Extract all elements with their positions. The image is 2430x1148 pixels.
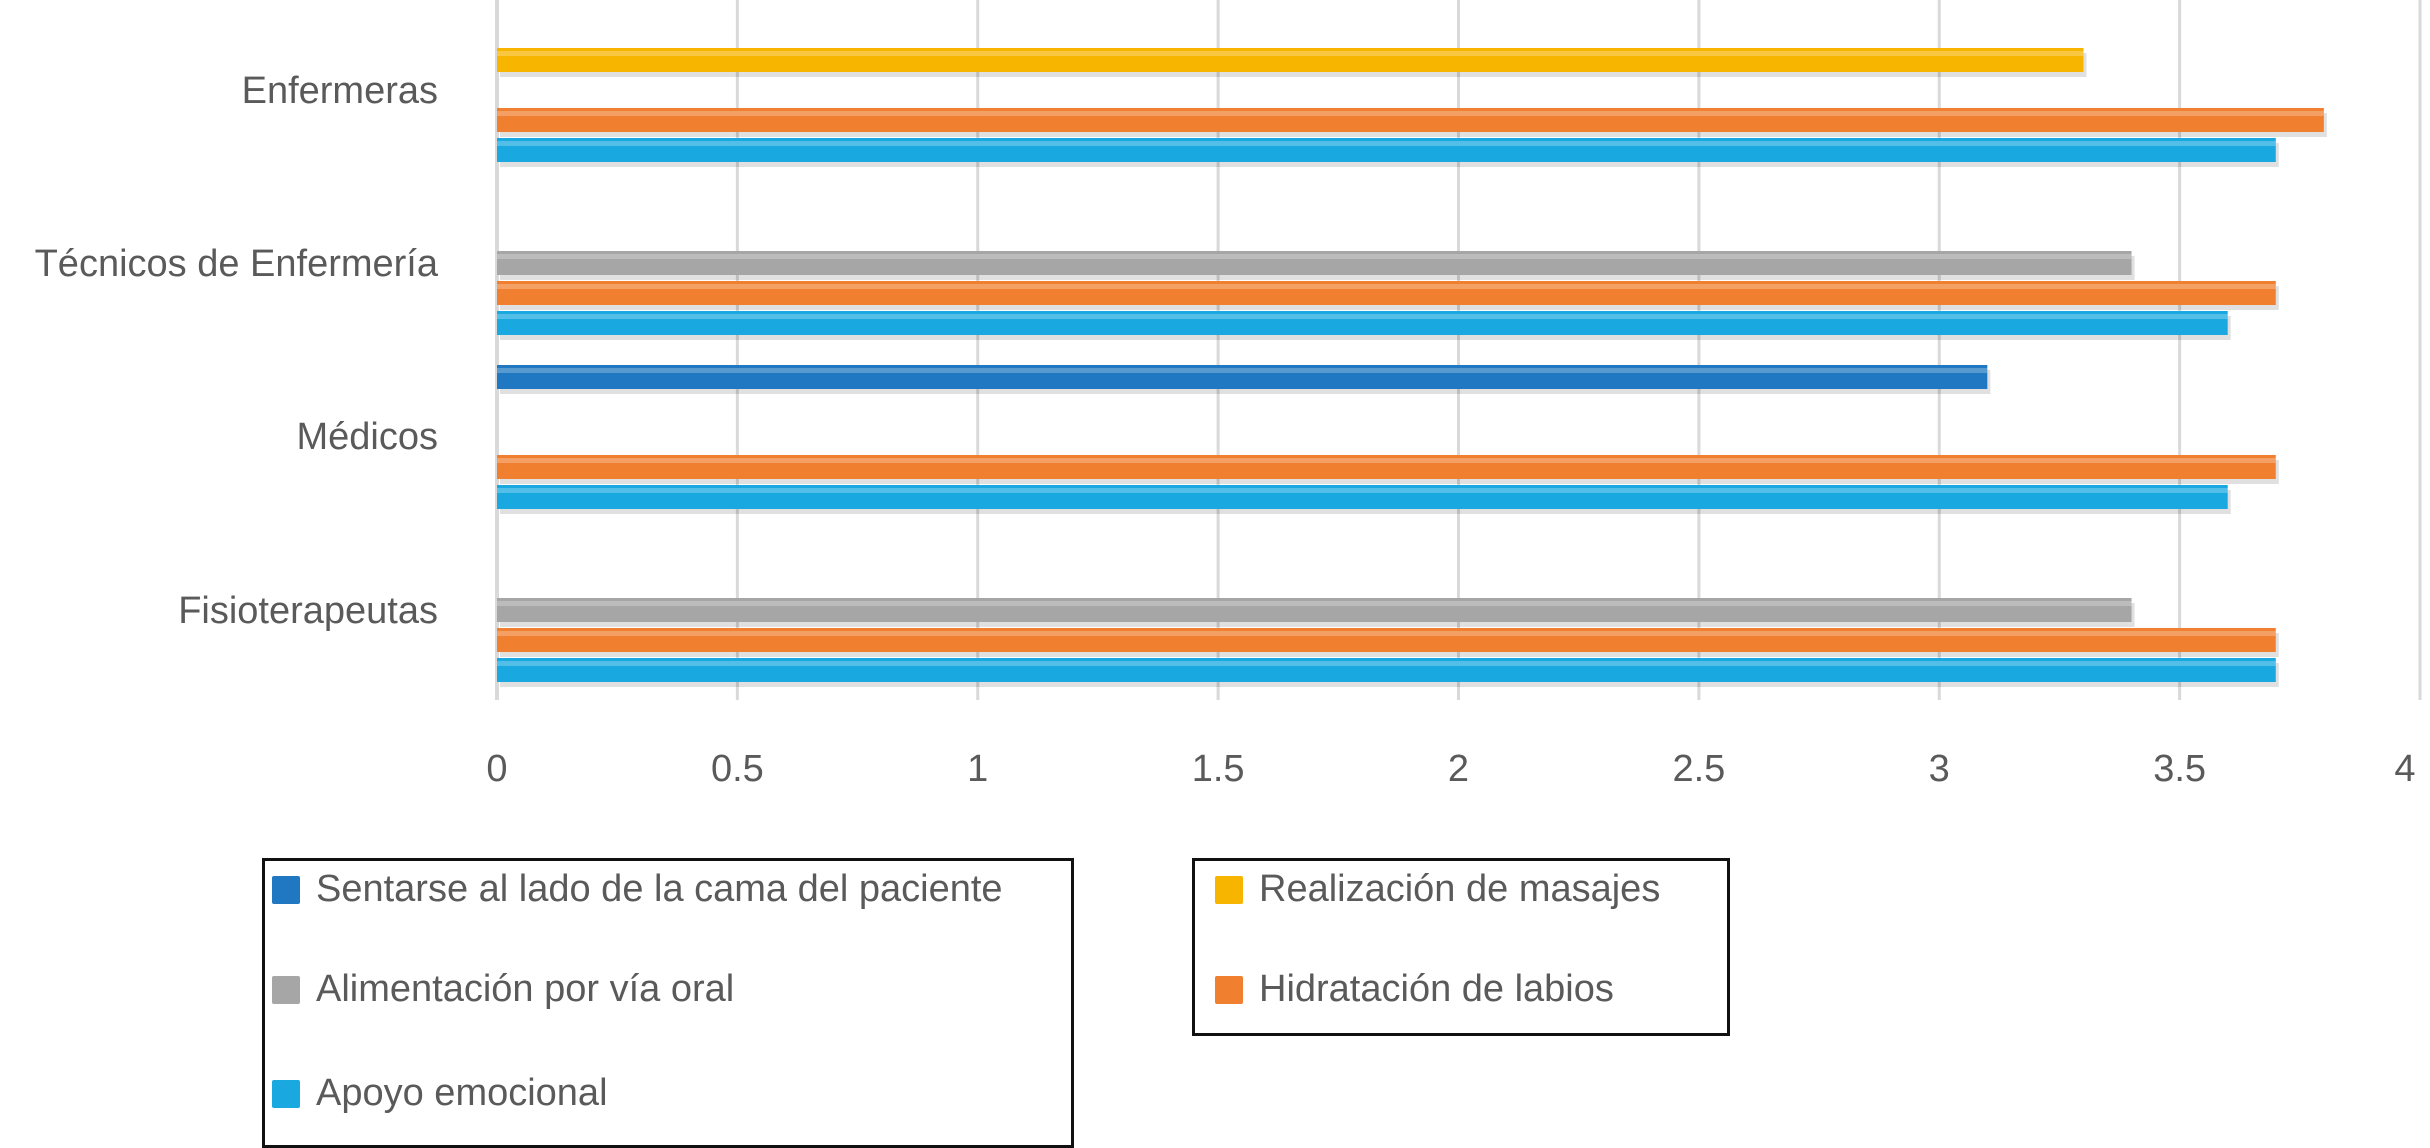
legend-swatch xyxy=(1215,975,1243,1004)
bar-highlight xyxy=(497,458,2276,463)
legend-item: Hidratación de labios xyxy=(1215,968,1614,1011)
x-tick-label: 1.5 xyxy=(1191,748,1245,790)
category-label: Técnicos de Enfermería xyxy=(34,243,438,285)
bar xyxy=(497,281,2276,305)
bar xyxy=(497,598,2132,622)
bar-highlight xyxy=(497,284,2276,289)
bar-1-2 xyxy=(497,251,2135,280)
legend-box-left xyxy=(262,858,1074,1148)
legend-item: Realización de masajes xyxy=(1215,868,1660,911)
x-tick-label: 3.5 xyxy=(2153,748,2207,790)
bar xyxy=(497,365,1988,389)
legend-item: Alimentación por vía oral xyxy=(272,968,734,1011)
legend-label: Apoyo emocional xyxy=(316,1072,608,1114)
bar-3-4 xyxy=(497,658,2279,687)
bar-highlight xyxy=(497,661,2276,666)
legend-label: Alimentación por vía oral xyxy=(316,968,735,1010)
category-label: Enfermeras xyxy=(241,70,438,112)
bar-highlight xyxy=(497,141,2276,146)
bar-highlight xyxy=(497,601,2132,606)
x-tick-label: 0 xyxy=(486,748,508,790)
bar-highlight xyxy=(497,631,2276,636)
x-tick-label: 0.5 xyxy=(710,748,764,790)
category-label: Fisioterapeutas xyxy=(178,590,438,632)
bar xyxy=(497,48,2084,72)
bar xyxy=(497,485,2228,509)
bar xyxy=(497,658,2276,682)
bar-highlight xyxy=(497,488,2228,493)
x-tick-label: 2 xyxy=(1447,748,1470,790)
category-label: Médicos xyxy=(296,416,439,458)
bar-0-3 xyxy=(497,108,2327,137)
legend-box-right xyxy=(1192,858,1730,1036)
bar xyxy=(497,251,2132,275)
bar-highlight xyxy=(497,111,2324,116)
legend-swatch xyxy=(272,975,300,1004)
bar-0-1 xyxy=(497,48,2087,77)
bar xyxy=(497,138,2276,162)
bar xyxy=(497,108,2324,132)
bar-2-0 xyxy=(497,365,1991,394)
legend-item: Apoyo emocional xyxy=(272,1072,608,1115)
bar xyxy=(497,311,2228,335)
bar-highlight xyxy=(497,368,1988,373)
x-tick-label: 1 xyxy=(967,748,989,790)
bar-1-4 xyxy=(497,311,2231,340)
bar-2-3 xyxy=(497,455,2279,484)
bar xyxy=(497,455,2276,479)
x-tick-label: 2.5 xyxy=(1672,748,1726,790)
bar-3-3 xyxy=(497,628,2279,657)
bar xyxy=(497,628,2276,652)
x-tick-label: 3 xyxy=(1928,748,1950,790)
legend-item: Sentarse al lado de la cama del paciente xyxy=(272,868,1003,911)
bar-0-4 xyxy=(497,138,2279,167)
bar-1-3 xyxy=(497,281,2279,310)
bar-highlight xyxy=(497,314,2228,319)
bar-highlight xyxy=(497,254,2132,259)
bar-highlight xyxy=(497,51,2084,56)
legend-label: Sentarse al lado de la cama del paciente xyxy=(316,868,1003,910)
bar-3-2 xyxy=(497,598,2135,627)
bar-2-4 xyxy=(497,485,2231,514)
legend-swatch xyxy=(272,875,300,904)
legend-swatch xyxy=(1215,875,1243,904)
x-tick-label: 4 xyxy=(2394,748,2416,790)
legend-label: Realización de masajes xyxy=(1259,868,1661,910)
legend-swatch xyxy=(272,1079,300,1108)
legend-label: Hidratación de labios xyxy=(1259,968,1614,1010)
